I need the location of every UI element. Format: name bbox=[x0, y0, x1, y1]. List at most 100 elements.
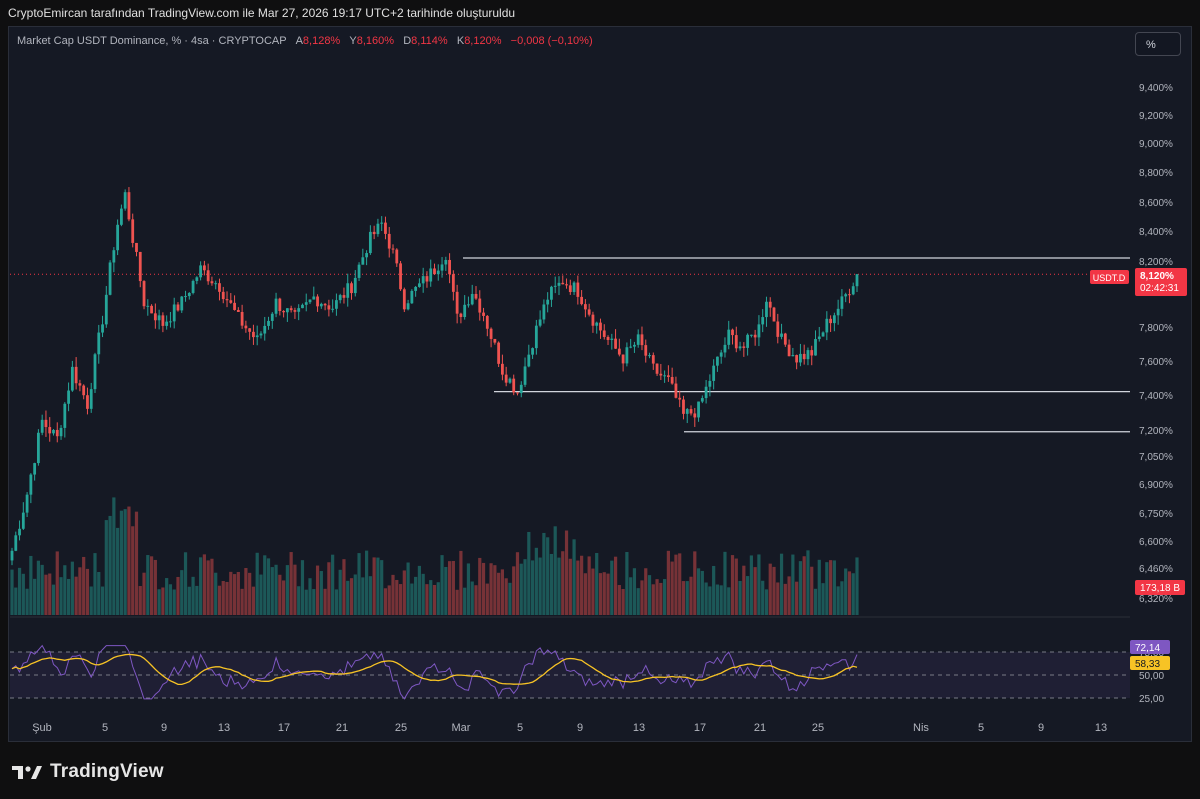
candle-body bbox=[346, 283, 350, 298]
volume-bar bbox=[244, 568, 248, 615]
candle-body bbox=[297, 308, 301, 312]
volume-bar bbox=[659, 582, 663, 615]
candle-body bbox=[301, 304, 304, 309]
candle-body bbox=[685, 409, 689, 414]
candle-body bbox=[542, 304, 546, 320]
price-tick-label: 6,900% bbox=[1139, 480, 1173, 491]
candle-body bbox=[625, 347, 629, 364]
chart-canvas[interactable]: 9,400% 9,200% 9,000% 8,800% 8,600% 8,400% 8,20… bbox=[0, 0, 1200, 760]
candle-body bbox=[93, 354, 97, 390]
volume-bar bbox=[66, 578, 71, 615]
candle-body bbox=[123, 192, 127, 209]
volume-bar bbox=[610, 560, 614, 615]
volume-bar bbox=[640, 580, 644, 615]
volume-bar bbox=[383, 588, 388, 615]
candle-body bbox=[606, 336, 610, 340]
volume-bar bbox=[485, 583, 489, 615]
chart-panel[interactable]: Market Cap USDT Dominance, % · 4sa · CRY… bbox=[8, 26, 1192, 742]
volume-bar bbox=[278, 574, 282, 615]
candle-body bbox=[169, 321, 172, 323]
volume-bar bbox=[779, 553, 784, 615]
volume-bar bbox=[447, 561, 452, 615]
candle-body bbox=[14, 535, 18, 551]
volume-bar bbox=[497, 572, 501, 615]
volume-bar bbox=[36, 560, 41, 615]
candle-body bbox=[648, 355, 651, 357]
volume-bar bbox=[455, 589, 459, 615]
candle-body bbox=[497, 342, 501, 364]
high-value: 8,160% bbox=[356, 35, 395, 47]
candle-body bbox=[116, 224, 120, 251]
candle-body bbox=[180, 296, 184, 311]
rsi-badges: 72,14 58,33 bbox=[1130, 640, 1170, 670]
candle-body bbox=[433, 268, 436, 275]
attribution-bar: CryptoEmircan tarafından TradingView.com… bbox=[0, 0, 1200, 26]
time-axis-label: 25 bbox=[812, 722, 824, 734]
candle-body bbox=[44, 419, 48, 428]
rsi-ma-line bbox=[11, 653, 858, 686]
rsi-bands bbox=[10, 651, 1130, 699]
candle-body bbox=[704, 386, 708, 399]
candle-body bbox=[289, 308, 293, 311]
volume-bar bbox=[580, 555, 584, 615]
volume-bar bbox=[346, 580, 350, 615]
volume-bar bbox=[327, 562, 331, 615]
candle-body bbox=[851, 286, 855, 295]
volume-bar bbox=[730, 555, 735, 615]
volume-bar bbox=[787, 576, 791, 615]
price-scale[interactable]: 9,400% 9,200% 9,000% 8,800% 8,600% 8,400% 8,20… bbox=[1139, 83, 1173, 605]
time-axis-label: 25 bbox=[395, 722, 407, 734]
price-tick-label: 7,050% bbox=[1139, 452, 1173, 463]
volume-bar bbox=[504, 578, 508, 615]
time-axis-label: 17 bbox=[694, 722, 706, 734]
volume-bar bbox=[323, 588, 327, 615]
volume-bar bbox=[282, 580, 286, 615]
volume-bar bbox=[376, 557, 380, 615]
open-value: 8,128% bbox=[302, 35, 341, 47]
volume-bar bbox=[225, 581, 229, 615]
candle-body bbox=[414, 286, 418, 291]
candle-body bbox=[278, 298, 282, 312]
volume-bar bbox=[93, 553, 97, 615]
volume-bar bbox=[681, 581, 686, 615]
volume-bar bbox=[255, 552, 259, 615]
candle-body bbox=[418, 283, 421, 287]
volume-bar bbox=[542, 532, 546, 615]
candle-body bbox=[719, 352, 723, 357]
volume-bar bbox=[108, 515, 112, 615]
candle-body bbox=[112, 250, 116, 263]
volume-bar bbox=[840, 581, 844, 615]
volume-bar bbox=[746, 576, 750, 615]
candle-body bbox=[240, 311, 244, 326]
symbol-legend: Market Cap USDT Dominance, % · 4sa · CRY… bbox=[17, 35, 593, 47]
volume-bar bbox=[285, 565, 289, 615]
volume-bar bbox=[206, 560, 210, 615]
support-resistance-lines bbox=[10, 257, 1130, 433]
time-axis-label: 5 bbox=[102, 722, 108, 734]
volume-bar bbox=[293, 564, 297, 615]
volume-bar bbox=[21, 573, 25, 615]
volume-bar bbox=[134, 511, 139, 615]
candle-body bbox=[470, 293, 474, 305]
volume-bar bbox=[100, 586, 105, 615]
volume-bar bbox=[410, 583, 414, 615]
candle-body bbox=[467, 304, 470, 306]
volume-bar bbox=[621, 589, 625, 615]
volume-bar bbox=[561, 551, 565, 615]
candle-body bbox=[399, 263, 402, 290]
candle-body bbox=[693, 413, 697, 418]
volume-bar bbox=[478, 557, 482, 615]
volume-bar bbox=[500, 569, 505, 615]
candle-body bbox=[274, 298, 278, 314]
candle-body bbox=[350, 283, 353, 294]
candle-body bbox=[86, 395, 89, 409]
volume-bar bbox=[534, 547, 538, 615]
volume-bar bbox=[270, 567, 274, 615]
time-axis[interactable]: Şub 5 9 13 17 21 25 Mar 5 9 13 17 21 25 Nis 5 9 13 bbox=[32, 722, 1107, 734]
volume-bars bbox=[10, 497, 859, 615]
percent-scale-button[interactable]: % bbox=[1135, 32, 1181, 56]
volume-bar bbox=[153, 559, 157, 615]
candle-body bbox=[848, 294, 851, 296]
volume-bar bbox=[395, 579, 399, 615]
volume-bar bbox=[553, 526, 557, 615]
